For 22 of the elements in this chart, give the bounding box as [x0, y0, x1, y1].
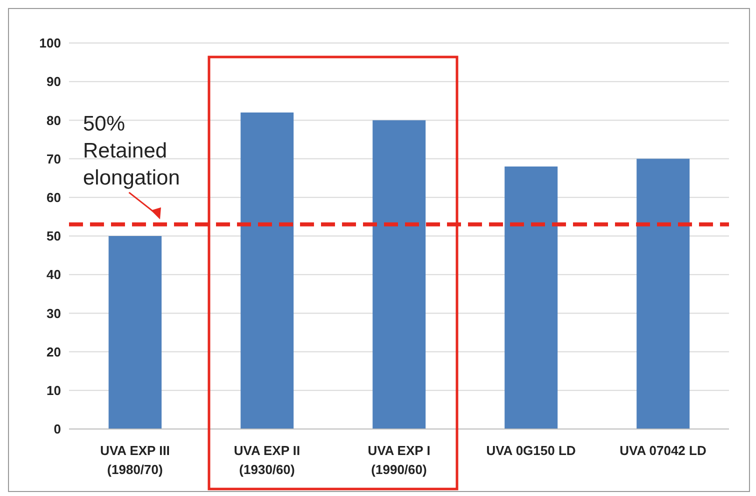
y-tick-label: 20 — [46, 344, 61, 360]
y-tick-label: 90 — [46, 74, 61, 90]
bar — [240, 112, 294, 429]
y-tick-label: 80 — [46, 112, 61, 128]
y-tick-label: 10 — [46, 383, 61, 398]
y-tick-label: 70 — [46, 151, 61, 166]
bar — [108, 236, 162, 429]
bar — [504, 166, 558, 429]
x-tick-label: UVA EXP I (1990/60) — [368, 443, 430, 477]
x-tick-label: UVA 07042 LD — [620, 443, 706, 458]
ref-line-label: 50% Retained elongation — [83, 112, 180, 190]
y-tick-label: 40 — [46, 267, 61, 282]
y-tick-label: 60 — [46, 190, 61, 206]
x-tick-label: UVA EXP II (1930/60) — [234, 443, 300, 477]
y-tick-label: 100 — [39, 36, 61, 51]
bar — [372, 120, 426, 429]
y-tick-label: 50 — [46, 228, 61, 244]
bar — [636, 158, 690, 429]
x-tick-label: UVA EXP III (1980/70) — [100, 443, 170, 477]
x-tick-label: UVA 0G150 LD — [486, 443, 576, 458]
y-tick-label: 0 — [54, 422, 61, 437]
y-tick-label: 30 — [46, 306, 61, 321]
